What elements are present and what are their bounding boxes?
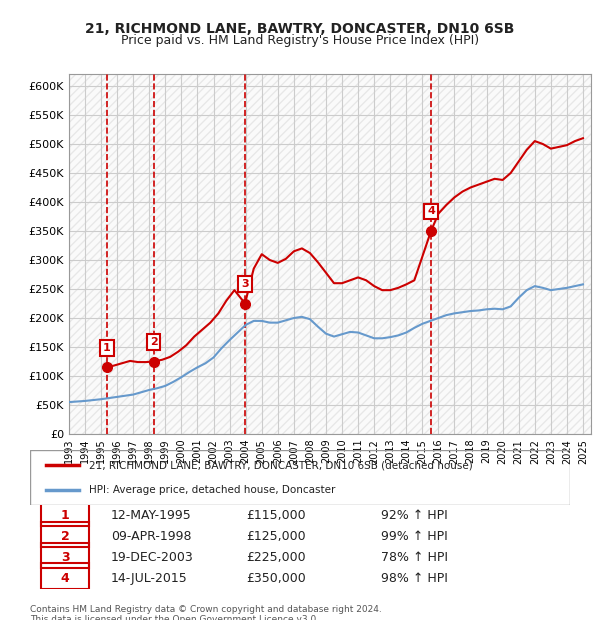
Text: 21, RICHMOND LANE, BAWTRY, DONCASTER, DN10 6SB (detached house): 21, RICHMOND LANE, BAWTRY, DONCASTER, DN…	[89, 460, 473, 470]
Text: 78% ↑ HPI: 78% ↑ HPI	[381, 551, 448, 564]
Text: 4: 4	[427, 206, 435, 216]
Text: £115,000: £115,000	[246, 509, 305, 522]
Bar	[41, 501, 89, 526]
Text: 2: 2	[61, 530, 70, 543]
Text: HPI: Average price, detached house, Doncaster: HPI: Average price, detached house, Donc…	[89, 485, 336, 495]
Text: 98% ↑ HPI: 98% ↑ HPI	[381, 572, 448, 585]
Text: 09-APR-1998: 09-APR-1998	[111, 530, 191, 543]
Text: 4: 4	[61, 572, 70, 585]
Bar	[41, 521, 89, 547]
Bar	[41, 564, 89, 588]
Text: 14-JUL-2015: 14-JUL-2015	[111, 572, 188, 585]
Text: 19-DEC-2003: 19-DEC-2003	[111, 551, 194, 564]
Text: £225,000: £225,000	[246, 551, 305, 564]
Text: 92% ↑ HPI: 92% ↑ HPI	[381, 509, 448, 522]
Text: 2: 2	[150, 337, 158, 347]
Text: 1: 1	[103, 343, 111, 353]
Text: Contains HM Land Registry data © Crown copyright and database right 2024.
This d: Contains HM Land Registry data © Crown c…	[30, 604, 382, 620]
Text: 99% ↑ HPI: 99% ↑ HPI	[381, 530, 448, 543]
Text: 3: 3	[61, 551, 70, 564]
Text: 3: 3	[241, 279, 249, 289]
Text: £125,000: £125,000	[246, 530, 305, 543]
Bar	[41, 542, 89, 568]
Text: £350,000: £350,000	[246, 572, 306, 585]
Text: 21, RICHMOND LANE, BAWTRY, DONCASTER, DN10 6SB: 21, RICHMOND LANE, BAWTRY, DONCASTER, DN…	[85, 22, 515, 36]
Text: Price paid vs. HM Land Registry's House Price Index (HPI): Price paid vs. HM Land Registry's House …	[121, 34, 479, 47]
Text: 1: 1	[61, 509, 70, 522]
Text: 12-MAY-1995: 12-MAY-1995	[111, 509, 192, 522]
